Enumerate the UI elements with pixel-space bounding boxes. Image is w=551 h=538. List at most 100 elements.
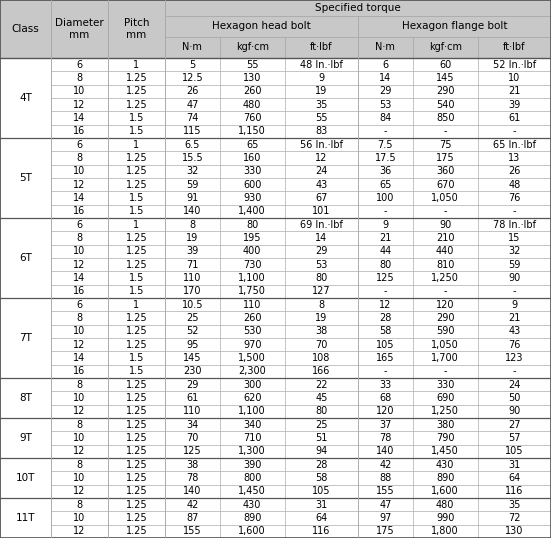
Text: 36: 36 <box>379 166 391 176</box>
Bar <box>0 58 51 138</box>
Bar <box>358 312 413 325</box>
Text: 1.5: 1.5 <box>129 366 144 377</box>
Bar <box>478 85 551 98</box>
Text: 5: 5 <box>189 60 196 70</box>
Text: 1,500: 1,500 <box>239 353 266 363</box>
Bar <box>0 378 51 418</box>
Bar <box>285 205 358 218</box>
Bar <box>51 72 108 85</box>
Bar <box>165 378 220 391</box>
Text: 1.5: 1.5 <box>129 126 144 137</box>
Bar <box>358 298 413 312</box>
Bar <box>220 365 285 378</box>
Bar <box>478 271 551 285</box>
Bar <box>220 138 285 151</box>
Bar <box>413 378 478 391</box>
Text: 145: 145 <box>436 73 455 83</box>
Bar <box>0 165 51 178</box>
Bar <box>358 325 413 338</box>
Bar <box>51 258 108 271</box>
Bar <box>478 338 551 351</box>
Bar <box>478 125 551 138</box>
Bar <box>358 285 413 298</box>
Text: 480: 480 <box>243 100 261 110</box>
Bar <box>165 125 220 138</box>
Text: 1,450: 1,450 <box>239 486 266 497</box>
Text: N·m: N·m <box>375 43 395 52</box>
Text: 110: 110 <box>183 273 202 283</box>
Bar <box>358 445 413 458</box>
Text: 8: 8 <box>77 459 83 470</box>
Bar <box>108 192 165 205</box>
Bar <box>285 192 358 205</box>
Bar <box>220 471 285 485</box>
Bar <box>413 205 478 218</box>
Text: 16: 16 <box>73 366 85 377</box>
Bar <box>51 0 108 58</box>
Text: 155: 155 <box>376 486 395 497</box>
Bar <box>285 285 358 298</box>
Text: -: - <box>444 366 447 377</box>
Text: 6: 6 <box>77 300 83 310</box>
Bar <box>108 178 165 192</box>
Text: 1: 1 <box>133 300 139 310</box>
Bar <box>165 218 220 231</box>
Bar <box>108 138 165 151</box>
Text: -: - <box>383 126 387 137</box>
Text: 1,600: 1,600 <box>239 526 266 536</box>
Bar <box>51 192 108 205</box>
Text: 6.5: 6.5 <box>185 140 200 150</box>
Text: 24: 24 <box>508 380 521 390</box>
Bar <box>358 151 413 165</box>
Text: Class: Class <box>12 24 39 34</box>
Text: 1.5: 1.5 <box>129 207 144 216</box>
Bar <box>413 285 478 298</box>
Text: 4T: 4T <box>19 93 32 103</box>
Bar <box>165 325 220 338</box>
Text: 80: 80 <box>315 273 327 283</box>
Text: 90: 90 <box>508 406 521 416</box>
Text: 12: 12 <box>73 100 85 110</box>
Bar <box>478 325 551 338</box>
Bar <box>358 178 413 192</box>
Text: 1.25: 1.25 <box>126 260 147 270</box>
Text: Specified torque: Specified torque <box>315 3 401 13</box>
Text: 2,300: 2,300 <box>239 366 266 377</box>
Bar <box>220 192 285 205</box>
Text: 10T: 10T <box>16 473 35 483</box>
Text: 155: 155 <box>183 526 202 536</box>
Text: 53: 53 <box>315 260 328 270</box>
Bar <box>413 445 478 458</box>
Bar <box>413 418 478 431</box>
Bar <box>358 138 413 151</box>
Text: 88: 88 <box>379 473 391 483</box>
Bar <box>165 405 220 418</box>
Text: 39: 39 <box>186 246 198 257</box>
Bar <box>0 498 51 538</box>
Bar <box>165 365 220 378</box>
Text: 14: 14 <box>73 193 85 203</box>
Bar <box>358 431 413 445</box>
Bar <box>0 418 51 458</box>
Bar <box>285 98 358 111</box>
Bar <box>108 511 165 525</box>
Text: 6: 6 <box>77 60 83 70</box>
Text: 430: 430 <box>436 459 455 470</box>
Bar <box>0 231 51 245</box>
Bar <box>358 351 413 365</box>
Bar <box>108 85 165 98</box>
Text: Pitch
mm: Pitch mm <box>124 18 149 40</box>
Text: 1.25: 1.25 <box>126 180 147 190</box>
Bar <box>165 391 220 405</box>
Text: 42: 42 <box>186 500 198 509</box>
Bar <box>358 258 413 271</box>
Bar <box>0 405 51 418</box>
Text: ft·lbf: ft·lbf <box>503 43 526 52</box>
Bar <box>285 298 358 312</box>
Bar <box>478 285 551 298</box>
Bar <box>285 72 358 85</box>
Bar <box>0 445 51 458</box>
Text: 70: 70 <box>186 433 198 443</box>
Bar <box>413 138 478 151</box>
Bar <box>220 165 285 178</box>
